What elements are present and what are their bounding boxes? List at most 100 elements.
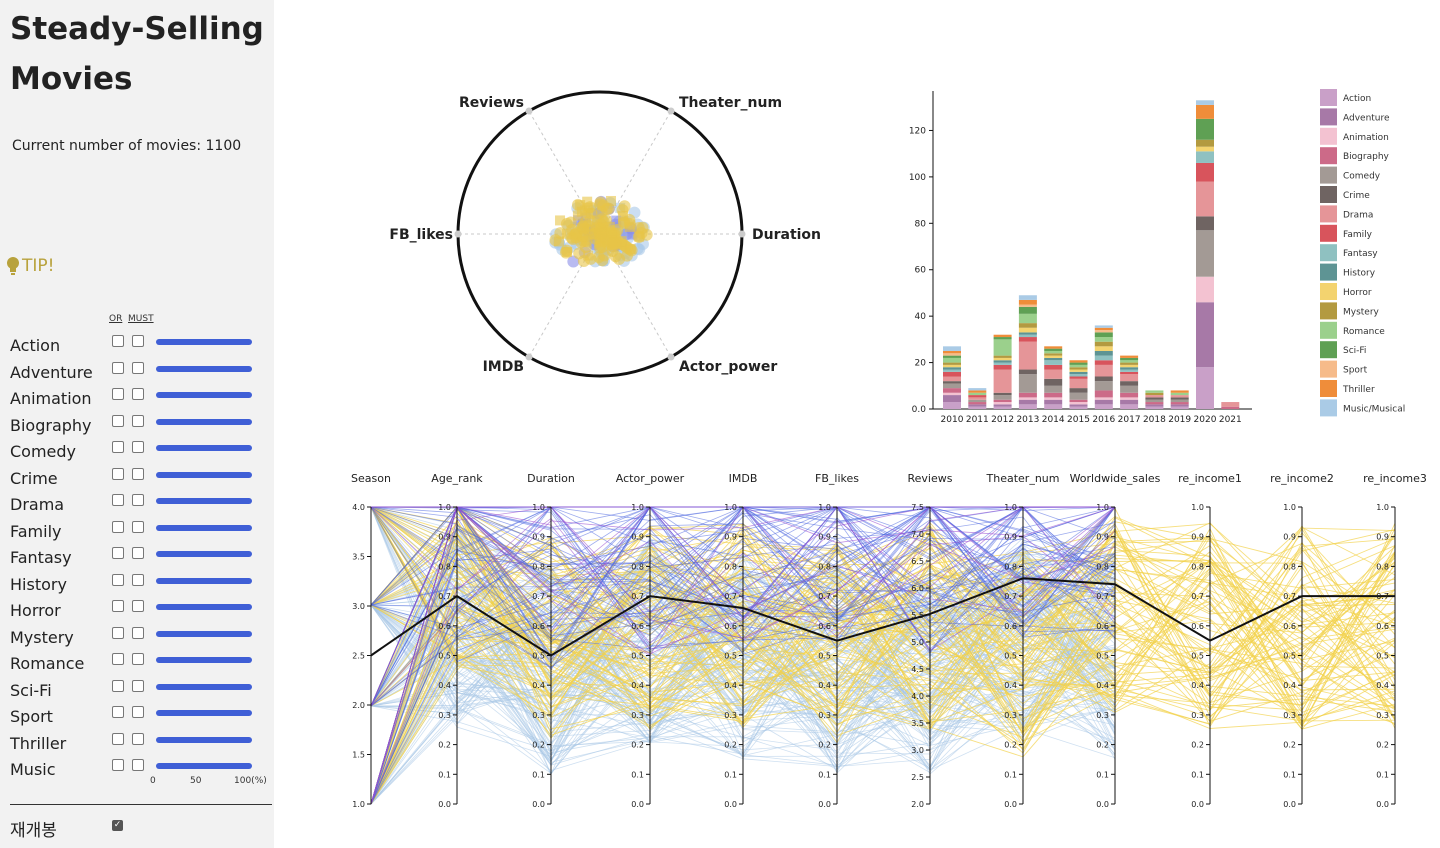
bar-segment — [993, 362, 1012, 365]
or-checkbox-drama[interactable] — [112, 494, 124, 506]
must-checkbox-history[interactable] — [132, 573, 144, 586]
must-checkbox-mystery[interactable] — [132, 626, 144, 639]
or-checkbox-mystery[interactable] — [112, 626, 124, 639]
pc-axis-tick-label: 1.0 — [724, 503, 737, 512]
bar-segment — [993, 364, 1012, 370]
or-checkbox-action[interactable] — [112, 335, 124, 347]
bar-segment — [1170, 392, 1189, 396]
genre-label-romance: Romance — [10, 654, 85, 673]
bar-segment — [1069, 378, 1088, 389]
must-checkbox-action[interactable] — [132, 335, 144, 347]
weight-slider-sport[interactable] — [156, 710, 252, 716]
pc-axis-tick-label: 0.5 — [1376, 652, 1389, 661]
weight-slider-horror[interactable] — [156, 604, 252, 610]
pc-line — [370, 553, 1396, 805]
must-checkbox-sci-fi[interactable] — [132, 679, 144, 692]
or-checkbox-comedy[interactable] — [112, 441, 124, 453]
bar-x-tick-label: 2015 — [1067, 415, 1090, 425]
or-checkbox-music[interactable] — [112, 759, 124, 771]
genre-row: Thriller — [0, 732, 274, 758]
radar-axis-dot — [525, 107, 533, 115]
or-checkbox-fantasy[interactable] — [112, 547, 124, 559]
weight-slider-family[interactable] — [156, 524, 252, 531]
or-checkbox-adventure[interactable] — [112, 361, 124, 374]
or-checkbox-sport[interactable] — [112, 706, 124, 718]
weight-slider-biography[interactable] — [156, 418, 252, 425]
must-checkbox-sport[interactable] — [132, 706, 144, 718]
genre-label-music: Music — [10, 760, 56, 779]
bar-segment — [1196, 276, 1214, 303]
radar-axis-dot — [454, 230, 462, 238]
bar-segment — [968, 397, 987, 400]
or-checkbox-horror[interactable] — [112, 600, 124, 612]
weight-slider-comedy[interactable] — [156, 445, 252, 451]
weight-slider-romance[interactable] — [156, 657, 252, 663]
tip-button[interactable]: TIP! — [6, 256, 54, 276]
pc-axis-tick-label: 0.8 — [631, 562, 644, 571]
must-checkbox-drama[interactable] — [132, 494, 144, 506]
pc-line — [370, 543, 1396, 805]
bar-segment — [993, 369, 1012, 393]
bar-segment — [1094, 325, 1113, 328]
must-checkbox-fantasy[interactable] — [132, 547, 144, 559]
pc-axis-tick-label: 6.0 — [911, 584, 924, 593]
pc-axis-tick-label: 0.0 — [1096, 800, 1109, 809]
pc-axis-tick-label: 0.0 — [438, 800, 451, 809]
weight-slider-fantasy[interactable] — [156, 551, 252, 557]
weight-slider-crime[interactable] — [156, 471, 252, 478]
bar-segment — [1196, 367, 1214, 409]
or-checkbox-history[interactable] — [112, 573, 124, 586]
must-checkbox-biography[interactable] — [132, 414, 144, 427]
radar-point — [562, 228, 573, 239]
reopen-checkbox[interactable]: ✓ — [112, 820, 123, 831]
or-checkbox-romance[interactable] — [112, 653, 124, 665]
must-checkbox-crime[interactable] — [132, 467, 144, 480]
weight-slider-drama[interactable] — [156, 498, 252, 504]
must-checkbox-comedy[interactable] — [132, 441, 144, 453]
or-checkbox-sci-fi[interactable] — [112, 679, 124, 692]
weight-slider-music[interactable] — [156, 763, 252, 769]
weight-slider-animation[interactable] — [156, 392, 252, 398]
must-checkbox-romance[interactable] — [132, 653, 144, 665]
pc-axis-tick-label: 6.5 — [911, 557, 924, 566]
pc-line — [370, 532, 1396, 805]
weight-slider-mystery[interactable] — [156, 630, 252, 637]
pc-axis-tick-label: 0.1 — [631, 770, 644, 779]
pc-axis-tick-label: 3.5 — [352, 553, 365, 562]
weight-slider-sci-fi[interactable] — [156, 683, 252, 690]
legend-swatch — [1320, 224, 1337, 242]
must-checkbox-horror[interactable] — [132, 600, 144, 612]
must-checkbox-music[interactable] — [132, 759, 144, 771]
weight-slider-adventure[interactable] — [156, 365, 252, 372]
or-checkbox-thriller[interactable] — [112, 732, 124, 745]
genre-row: Drama — [0, 493, 274, 519]
or-checkbox-family[interactable] — [112, 520, 124, 533]
bar-segment — [1069, 406, 1088, 409]
or-checkbox-biography[interactable] — [112, 414, 124, 427]
bar-segment — [1196, 216, 1214, 231]
or-checkbox-crime[interactable] — [112, 467, 124, 480]
pc-axis-tick-label: 1.0 — [1004, 503, 1017, 512]
pc-axis-tick-label: 0.9 — [1004, 533, 1017, 542]
pc-axis-tick-label: 0.2 — [438, 741, 451, 750]
bar-segment — [1170, 397, 1189, 400]
or-checkbox-animation[interactable] — [112, 388, 124, 400]
legend-label: Animation — [1343, 133, 1389, 143]
pc-axis-tick-label: 2.0 — [911, 800, 924, 809]
bar-segment — [1145, 402, 1164, 405]
pc-axis-tick-label: 0.4 — [1004, 681, 1017, 690]
legend-swatch — [1320, 360, 1337, 378]
pc-axis-tick-label: 0.4 — [438, 681, 451, 690]
must-checkbox-thriller[interactable] — [132, 732, 144, 745]
bar-segment — [1221, 406, 1240, 409]
legend-swatch — [1320, 283, 1337, 300]
weight-slider-action[interactable] — [156, 339, 252, 345]
must-checkbox-adventure[interactable] — [132, 361, 144, 374]
genre-label-adventure: Adventure — [10, 362, 93, 382]
bar-segment — [943, 346, 961, 351]
bar-segment — [1170, 404, 1189, 407]
must-checkbox-animation[interactable] — [132, 388, 144, 400]
weight-slider-history[interactable] — [156, 577, 252, 584]
weight-slider-thriller[interactable] — [156, 736, 252, 743]
must-checkbox-family[interactable] — [132, 520, 144, 533]
